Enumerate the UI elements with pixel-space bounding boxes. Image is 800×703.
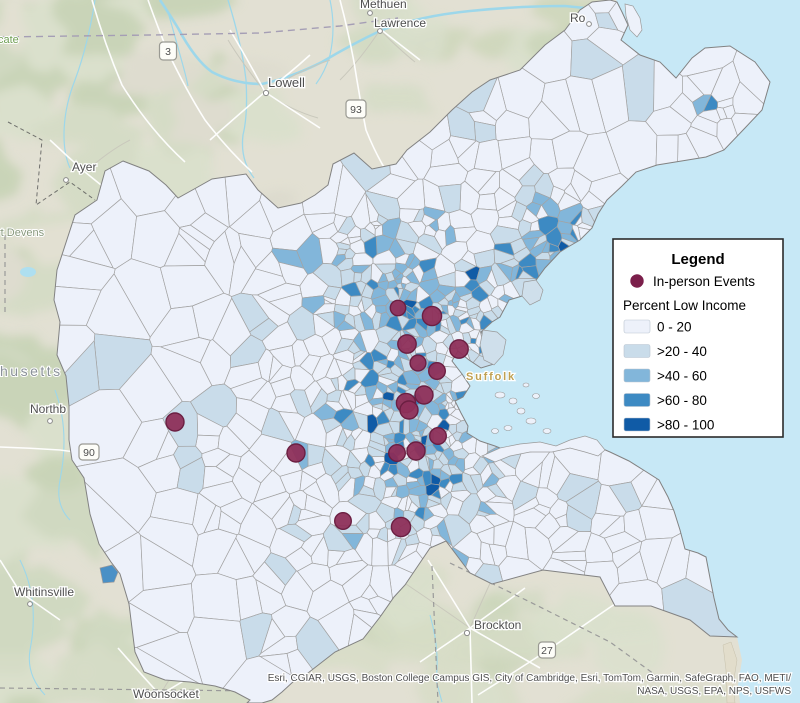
svg-text:Lowell: Lowell bbox=[268, 75, 305, 90]
svg-text:93: 93 bbox=[350, 104, 362, 116]
svg-text:Suffolk: Suffolk bbox=[466, 371, 516, 383]
svg-text:Lawrence: Lawrence bbox=[374, 16, 426, 30]
svg-text:3: 3 bbox=[165, 46, 171, 58]
svg-text:Ayer: Ayer bbox=[72, 160, 96, 174]
svg-text:Woonsocket: Woonsocket bbox=[133, 687, 199, 701]
svg-text:Legend: Legend bbox=[671, 251, 724, 268]
svg-text:>40 - 60: >40 - 60 bbox=[657, 369, 707, 384]
svg-text:cate: cate bbox=[0, 34, 19, 46]
svg-text:27: 27 bbox=[541, 645, 553, 657]
svg-text:Whitinsville: Whitinsville bbox=[14, 585, 74, 599]
svg-text:Ro: Ro bbox=[570, 11, 586, 25]
svg-text:Methuen: Methuen bbox=[360, 0, 407, 11]
svg-text:Northb: Northb bbox=[30, 402, 66, 416]
svg-text:In-person Events: In-person Events bbox=[653, 274, 755, 289]
svg-text:Brockton: Brockton bbox=[474, 618, 521, 632]
svg-text:NASA, USGS, EPA, NPS, USFWS: NASA, USGS, EPA, NPS, USFWS bbox=[637, 686, 791, 697]
svg-text:>80 - 100: >80 - 100 bbox=[657, 418, 714, 433]
svg-text:90: 90 bbox=[83, 447, 95, 459]
svg-text:>20 - 40: >20 - 40 bbox=[657, 344, 707, 359]
svg-text:>60 - 80: >60 - 80 bbox=[657, 393, 707, 408]
svg-text:Percent Low Income: Percent Low Income bbox=[623, 298, 746, 313]
svg-text:rt Devens: rt Devens bbox=[0, 227, 45, 239]
svg-text:husetts: husetts bbox=[0, 363, 63, 379]
svg-text:0 - 20: 0 - 20 bbox=[657, 320, 692, 335]
svg-text:Esri, CGIAR, USGS, Boston Coll: Esri, CGIAR, USGS, Boston College Campus… bbox=[268, 673, 792, 684]
